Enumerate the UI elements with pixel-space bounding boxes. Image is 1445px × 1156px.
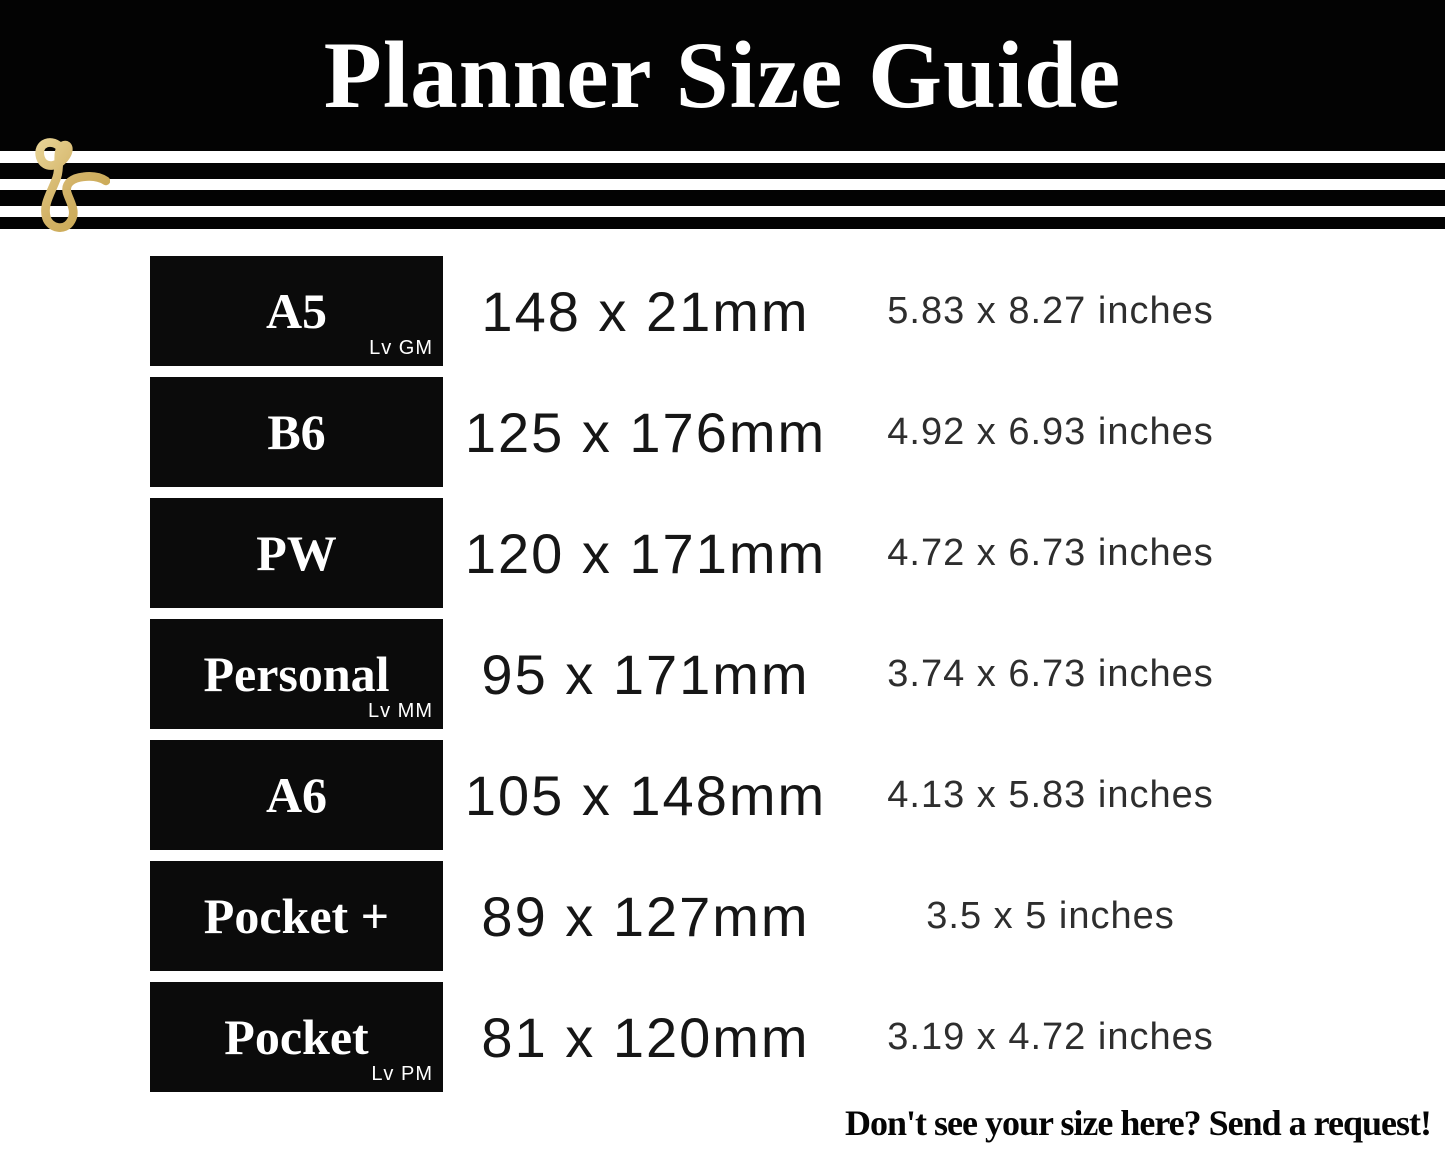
table-row: Personal Lv MM 95 x 171mm 3.74 x 6.73 in… bbox=[150, 619, 1253, 729]
stripe-divider bbox=[0, 190, 1445, 206]
stripe-divider bbox=[0, 217, 1445, 229]
size-mm-value: 81 x 120mm bbox=[481, 1005, 810, 1069]
size-table: A5 Lv GM 148 x 21mm 5.83 x 8.27 inches B… bbox=[150, 256, 1253, 1092]
size-name-label: Pocket bbox=[224, 1009, 369, 1065]
size-name-box: Pocket + bbox=[150, 861, 443, 971]
size-mm-value: 95 x 171mm bbox=[481, 642, 810, 706]
size-mm-value: 148 x 21mm bbox=[481, 279, 810, 343]
page-title: Planner Size Guide bbox=[323, 22, 1122, 128]
size-inches-value: 4.92 x 6.93 inches bbox=[887, 410, 1214, 453]
size-name-label: A6 bbox=[265, 767, 328, 823]
size-name-box: Personal Lv MM bbox=[150, 619, 443, 729]
title-banner: Planner Size Guide bbox=[0, 0, 1445, 151]
size-inches-value: 3.19 x 4.72 inches bbox=[887, 1015, 1214, 1058]
table-row: A6 105 x 148mm 4.13 x 5.83 inches bbox=[150, 740, 1253, 850]
size-inches-value: 4.13 x 5.83 inches bbox=[887, 773, 1214, 816]
size-name-box: A5 Lv GM bbox=[150, 256, 443, 366]
size-name-label: B6 bbox=[267, 404, 326, 460]
size-mm-value: 125 x 176mm bbox=[464, 400, 827, 464]
size-inches-value: 4.72 x 6.73 inches bbox=[887, 531, 1214, 574]
size-alias-label: Lv PM bbox=[371, 1063, 433, 1085]
gold-ampersand-icon bbox=[35, 138, 110, 232]
size-alias-label: Lv MM bbox=[368, 700, 433, 722]
size-inches-value: 5.83 x 8.27 inches bbox=[887, 289, 1214, 332]
size-inches-value: 3.5 x 5 inches bbox=[926, 894, 1175, 937]
size-name-label: PW bbox=[256, 525, 337, 581]
table-row: PW 120 x 171mm 4.72 x 6.73 inches bbox=[150, 498, 1253, 608]
size-name-box: Pocket Lv PM bbox=[150, 982, 443, 1092]
table-row: Pocket Lv PM 81 x 120mm 3.19 x 4.72 inch… bbox=[150, 982, 1253, 1092]
size-name-box: PW bbox=[150, 498, 443, 608]
size-name-label: Personal bbox=[203, 646, 390, 702]
size-name-box: B6 bbox=[150, 377, 443, 487]
stripe-divider bbox=[0, 163, 1445, 179]
table-row: Pocket + 89 x 127mm 3.5 x 5 inches bbox=[150, 861, 1253, 971]
size-name-box: A6 bbox=[150, 740, 443, 850]
size-name-label: Pocket + bbox=[203, 888, 390, 944]
size-name-label: A5 bbox=[265, 283, 328, 339]
size-mm-value: 120 x 171mm bbox=[464, 521, 827, 585]
size-mm-value: 89 x 127mm bbox=[481, 884, 810, 948]
size-inches-value: 3.74 x 6.73 inches bbox=[887, 652, 1214, 695]
size-alias-label: Lv GM bbox=[369, 337, 433, 359]
table-row: B6 125 x 176mm 4.92 x 6.93 inches bbox=[150, 377, 1253, 487]
request-note: Don't see your size here? Send a request… bbox=[845, 1103, 1432, 1143]
size-mm-value: 105 x 148mm bbox=[464, 763, 827, 827]
table-row: A5 Lv GM 148 x 21mm 5.83 x 8.27 inches bbox=[150, 256, 1253, 366]
